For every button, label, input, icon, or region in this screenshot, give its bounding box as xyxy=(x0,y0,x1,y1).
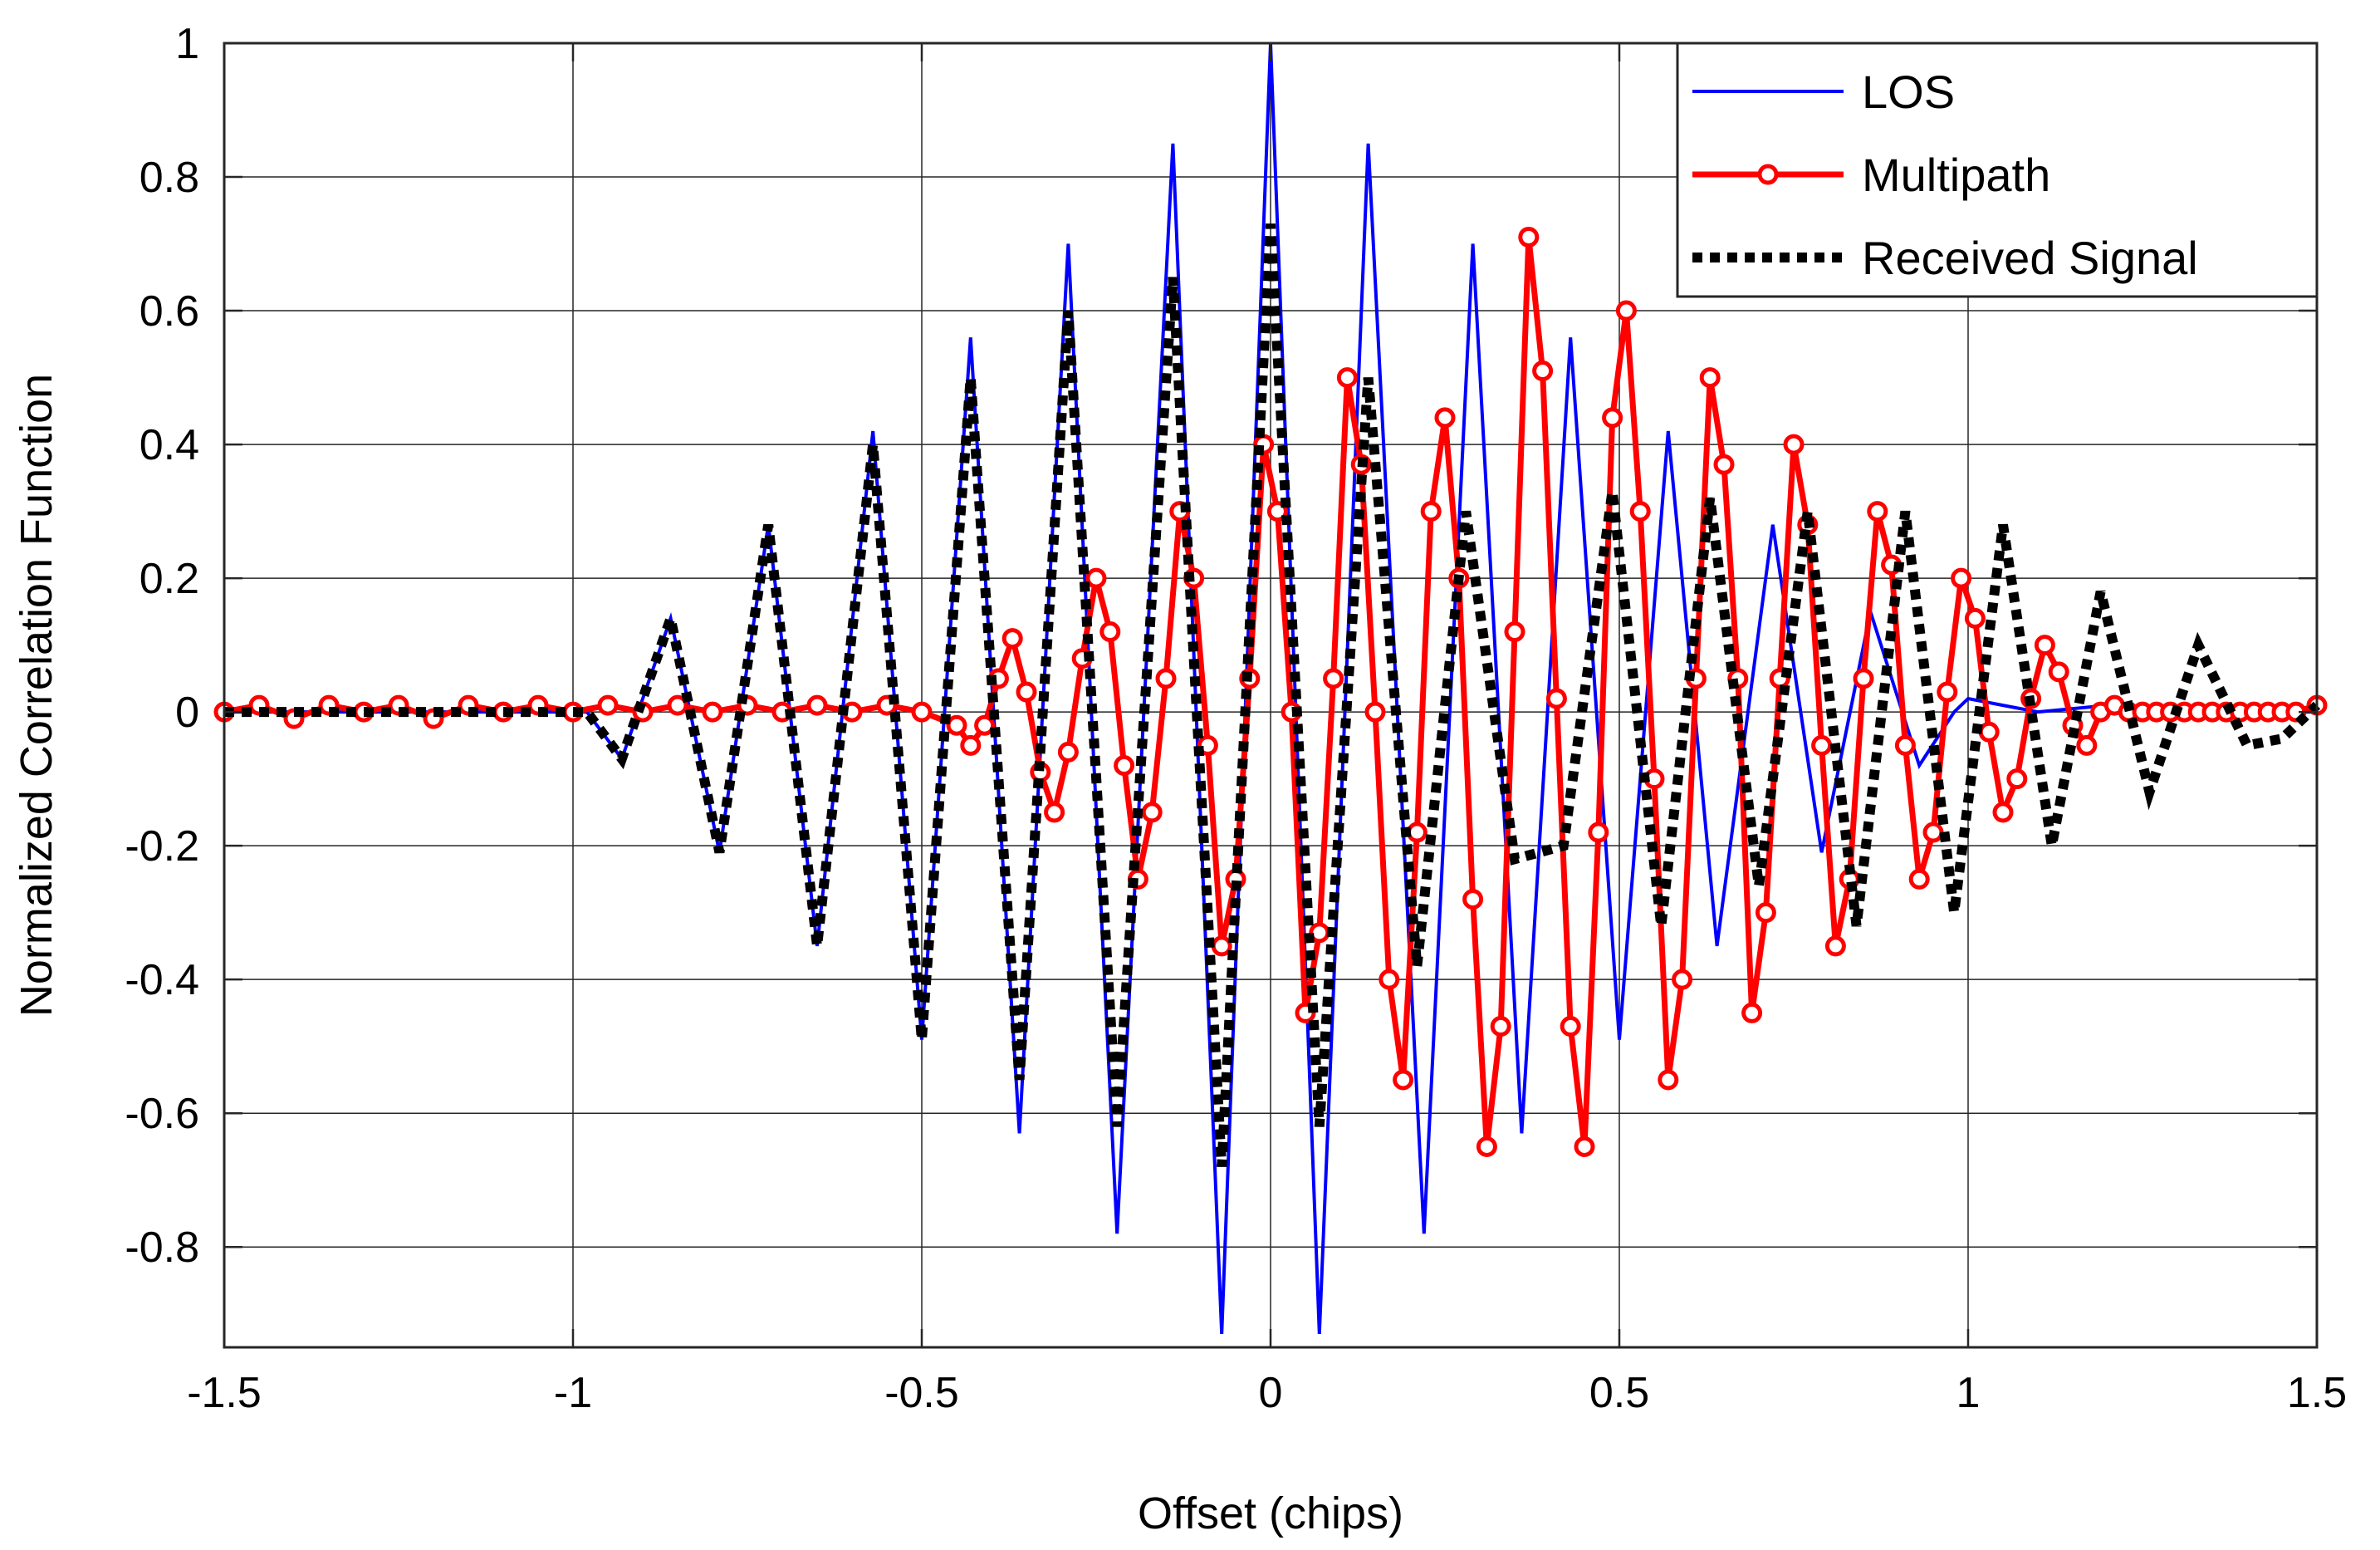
data-point-multipath xyxy=(806,694,828,716)
data-point-multipath xyxy=(1992,802,2014,823)
data-point-multipath xyxy=(1545,688,1567,709)
data-point-multipath xyxy=(1574,1136,1595,1157)
data-point-multipath xyxy=(1406,822,1428,843)
data-point-multipath xyxy=(946,714,967,736)
y-tick-label: 1 xyxy=(175,20,199,68)
series-line-received-signal xyxy=(224,223,2321,1167)
legend: LOS Multipath Received Signal xyxy=(1676,42,2319,298)
x-tick-label: 0.5 xyxy=(1589,1369,1649,1417)
data-point-multipath xyxy=(1114,755,1135,777)
data-point-multipath xyxy=(1713,454,1735,475)
data-point-multipath xyxy=(1490,1016,1511,1037)
data-point-multipath xyxy=(1532,361,1554,382)
y-tick-label: 0 xyxy=(175,689,199,737)
data-point-multipath xyxy=(1964,607,1986,629)
data-point-multipath xyxy=(1908,868,1930,890)
data-point-multipath xyxy=(1629,501,1651,522)
y-tick-label: 0.8 xyxy=(140,154,199,202)
legend-label-multipath: Multipath xyxy=(1862,149,2050,201)
data-point-multipath xyxy=(2034,635,2055,656)
data-point-multipath xyxy=(1811,734,1833,756)
data-point-multipath xyxy=(1978,721,2000,743)
data-point-multipath xyxy=(1085,567,1107,589)
data-point-multipath xyxy=(1783,434,1805,455)
data-point-multipath xyxy=(2048,661,2069,683)
legend-label-los: LOS xyxy=(1862,66,1955,118)
data-point-multipath xyxy=(1001,628,1023,650)
y-tick-label: 0.4 xyxy=(140,421,199,469)
data-point-multipath xyxy=(1853,668,1874,689)
data-point-multipath xyxy=(1672,969,1693,990)
data-point-multipath xyxy=(1393,1069,1414,1091)
data-point-multipath xyxy=(1420,501,1442,522)
series-layer xyxy=(213,42,2328,1334)
data-point-multipath xyxy=(960,734,982,756)
data-point-multipath xyxy=(1336,367,1358,389)
data-point-multipath xyxy=(1615,300,1637,321)
data-point-multipath xyxy=(1755,902,1776,924)
data-point-multipath xyxy=(1016,681,1037,703)
data-point-multipath xyxy=(1741,1002,1763,1023)
x-tick-label: 0 xyxy=(1259,1369,1283,1417)
x-axis-label: Offset (chips) xyxy=(1138,1489,1403,1538)
data-point-multipath xyxy=(974,714,996,736)
data-point-multipath xyxy=(1099,621,1121,643)
data-point-multipath xyxy=(1894,734,1916,756)
x-tick-label: 1.5 xyxy=(2287,1369,2347,1417)
legend-marker-multipath xyxy=(1757,164,1779,185)
data-point-multipath xyxy=(1937,681,1958,703)
data-point-multipath xyxy=(1434,407,1456,429)
data-point-multipath xyxy=(1379,969,1400,990)
data-point-multipath xyxy=(2006,768,2028,790)
data-point-multipath xyxy=(1824,935,1846,957)
y-tick-label: -0.6 xyxy=(125,1090,199,1138)
data-point-multipath xyxy=(1155,668,1177,689)
data-point-multipath xyxy=(1057,741,1079,763)
data-point-multipath xyxy=(2076,734,2098,756)
x-tick-label: -1.5 xyxy=(187,1369,262,1417)
data-point-multipath xyxy=(1211,935,1232,957)
data-point-multipath xyxy=(1044,802,1065,823)
data-point-multipath xyxy=(702,701,723,723)
x-tick-label: -0.5 xyxy=(884,1369,959,1417)
data-point-multipath xyxy=(597,694,619,716)
data-point-multipath xyxy=(1518,226,1540,248)
ticks: -1.5 -1 -0.5 0 0.5 1 1.5 1 0.8 0.6 0.4 0.2 0 -0.2 -0.4… xyxy=(125,20,2347,1417)
y-tick-label: -0.2 xyxy=(125,822,199,871)
y-tick-label: -0.4 xyxy=(125,956,199,1004)
data-point-multipath xyxy=(1867,501,1888,522)
x-tick-label: 1 xyxy=(1956,1369,1981,1417)
data-point-multipath xyxy=(1951,567,1972,589)
data-point-multipath xyxy=(1462,889,1484,910)
data-point-multipath xyxy=(1560,1016,1581,1037)
data-point-multipath xyxy=(1588,822,1609,843)
y-tick-label: 0.2 xyxy=(140,555,199,603)
data-point-multipath xyxy=(1922,822,1944,843)
y-tick-label: -0.8 xyxy=(125,1224,199,1272)
y-tick-label: 0.6 xyxy=(140,287,199,336)
data-point-multipath xyxy=(1504,621,1525,643)
data-point-multipath xyxy=(1699,367,1721,389)
data-point-multipath xyxy=(1602,407,1623,429)
data-point-multipath xyxy=(1476,1136,1497,1157)
y-axis-label: Normalized Correlation Function xyxy=(12,374,61,1017)
data-point-multipath xyxy=(911,701,933,723)
data-point-multipath xyxy=(1323,668,1344,689)
x-tick-label: -1 xyxy=(554,1369,592,1417)
data-point-multipath xyxy=(1364,701,1386,723)
legend-label-received-signal: Received Signal xyxy=(1862,232,2198,284)
data-point-multipath xyxy=(1141,802,1163,823)
data-point-multipath xyxy=(667,694,688,716)
data-point-multipath xyxy=(1658,1069,1679,1091)
